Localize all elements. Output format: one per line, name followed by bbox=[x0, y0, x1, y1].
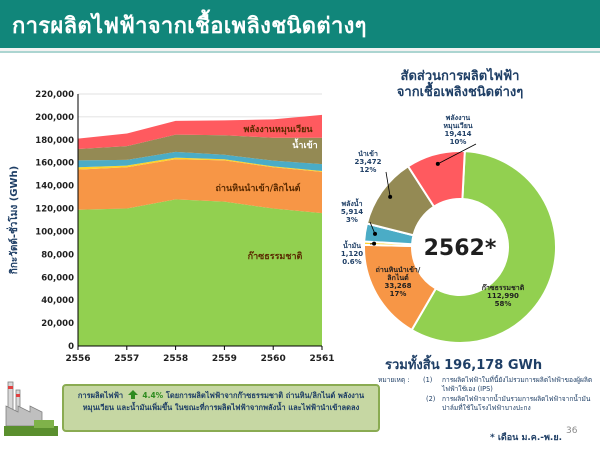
area-series-3 bbox=[78, 151, 322, 171]
summary-part2: โดยการผลิตไฟฟ้าจากก๊าซธรรมชาติ ถ่านหิน/ล… bbox=[82, 391, 365, 412]
y-tick-label: 200,000 bbox=[35, 113, 74, 123]
slice-label: น้ำมัน bbox=[343, 239, 361, 250]
slice-label: 3% bbox=[346, 216, 358, 224]
y-tick-label: 100,000 bbox=[35, 227, 74, 237]
leader-dot bbox=[372, 241, 377, 246]
slice-label: พลังน้ำ bbox=[341, 197, 362, 208]
note-1: การผลิตไฟฟ้าในที่นี้ยังไม่รวมการผลิตไฟฟ้… bbox=[442, 376, 593, 393]
y-tick-label: 180,000 bbox=[35, 136, 74, 146]
y-tick-label: 60,000 bbox=[41, 273, 74, 283]
series-label: ก๊าซธรรมชาติ bbox=[248, 251, 303, 262]
note-2-number: (2) bbox=[426, 395, 436, 403]
slice-label: ถ่านหินนำเข้า/ bbox=[376, 265, 421, 274]
y-axis-label: กิกะวัตต์-ชั่วโมง (GWh) bbox=[6, 166, 20, 274]
donut-slice-0 bbox=[410, 150, 557, 344]
slice-label: 23,472 bbox=[354, 158, 381, 166]
donut-title: สัดส่วนการผลิตไฟฟ้า bbox=[401, 67, 520, 84]
y-tick-label: 140,000 bbox=[35, 182, 74, 192]
leader-dot bbox=[435, 161, 440, 166]
y-tick-label: 80,000 bbox=[41, 250, 74, 260]
x-tick-label: 2559 bbox=[212, 354, 237, 364]
slice-label: หมุนเวียน bbox=[443, 122, 472, 130]
slice-label: ก๊าซธรรมชาติ bbox=[482, 283, 525, 292]
slice-label: ลิกไนต์ bbox=[387, 273, 410, 282]
leader-dot bbox=[388, 194, 393, 199]
x-tick-label: 2557 bbox=[114, 354, 139, 364]
slice-label: 10% bbox=[450, 138, 467, 146]
slice-label: พลังงาน bbox=[446, 114, 471, 122]
x-tick-label: 2561 bbox=[309, 354, 334, 364]
power-plant-icon bbox=[4, 381, 58, 436]
slice-label: 19,414 bbox=[444, 130, 471, 138]
series-label: ถ่านหินนำเข้า/ลิกไนต์ bbox=[215, 182, 300, 194]
x-tick-label: 2558 bbox=[163, 354, 188, 364]
slice-label: 112,990 bbox=[487, 292, 519, 300]
y-tick-label: 40,000 bbox=[41, 296, 74, 306]
area-series-0 bbox=[78, 199, 322, 346]
slide-title: การผลิตไฟฟ้าจากเชื้อเพลิงชนิดต่างๆ bbox=[12, 14, 367, 39]
series-label: พลังงานหมุนเวียน bbox=[243, 124, 313, 135]
area-series-5 bbox=[78, 114, 322, 149]
summary-growth: 4.4% bbox=[142, 391, 164, 400]
donut-title: จากเชื้อเพลิงชนิดต่างๆ bbox=[397, 81, 523, 100]
donut-center-label: 2562* bbox=[424, 236, 497, 261]
slice-label: นำเข้า bbox=[358, 149, 378, 158]
slice-label: 33,268 bbox=[384, 282, 411, 290]
slide-header: การผลิตไฟฟ้าจากเชื้อเพลิงชนิดต่างๆ bbox=[0, 0, 600, 48]
x-tick-label: 2556 bbox=[65, 354, 90, 364]
summary-text: การผลิตไฟฟ้า 4.4% โดยการผลิตไฟฟ้าจากก๊าซ… bbox=[70, 390, 372, 414]
area-series-4 bbox=[78, 134, 322, 165]
page-number: 36 bbox=[566, 426, 578, 436]
slice-label: 0.6% bbox=[342, 258, 361, 266]
area-chart: 0 20,000 40,000 60,000 80,000 100,000 120,000 1… bbox=[6, 90, 335, 364]
notes-label: หมายเหตุ : bbox=[378, 376, 410, 384]
leader-line bbox=[437, 143, 477, 165]
donut-hole bbox=[413, 200, 507, 294]
slice-label: 1,120 bbox=[341, 250, 363, 258]
header-divider-accent bbox=[0, 51, 600, 53]
donut-slice-5 bbox=[406, 150, 466, 209]
footnote: * เดือน ม.ค.-พ.ย. bbox=[490, 433, 563, 443]
y-tick-label: 220,000 bbox=[35, 90, 74, 100]
series-label: น้ำเข้า bbox=[292, 138, 318, 151]
header-divider bbox=[0, 48, 600, 51]
slice-label: 5,914 bbox=[341, 208, 363, 216]
y-tick-label: 120,000 bbox=[35, 205, 74, 215]
slice-label: 12% bbox=[360, 166, 377, 174]
total-generation: รวมทั้งสิ้น 196,178 GWh bbox=[385, 358, 543, 373]
x-tick-label: 2560 bbox=[261, 354, 286, 364]
y-tick-label: 20,000 bbox=[41, 319, 74, 329]
note-2: การผลิตไฟฟ้าจากน้ำมันรวมการผลิตไฟฟ้าจากน… bbox=[442, 395, 591, 412]
up-arrow-icon bbox=[127, 390, 138, 399]
note-1-number: (1) bbox=[423, 376, 433, 384]
leader-dot bbox=[372, 231, 377, 236]
y-tick-label: 0 bbox=[68, 342, 74, 352]
donut-chart: สัดส่วนการผลิตไฟฟ้าจากเชื้อเพลิงชนิดต่าง… bbox=[341, 67, 557, 344]
leader-line bbox=[369, 221, 376, 235]
y-tick-label: 160,000 bbox=[35, 159, 74, 169]
summary-part1: การผลิตไฟฟ้า bbox=[77, 391, 124, 400]
area-series-1 bbox=[78, 159, 322, 214]
slice-label: 17% bbox=[390, 290, 407, 298]
summary-box: การผลิตไฟฟ้า 4.4% โดยการผลิตไฟฟ้าจากก๊าซ… bbox=[62, 384, 380, 432]
leader-line bbox=[385, 171, 391, 197]
slice-label: 58% bbox=[495, 300, 512, 308]
